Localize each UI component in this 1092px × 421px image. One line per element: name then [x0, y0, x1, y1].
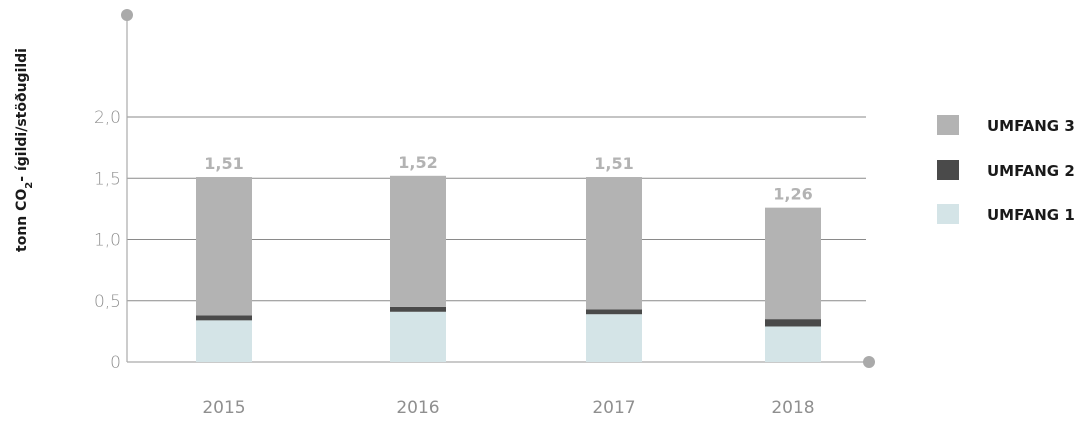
- bar-segment-umfang-1: [586, 314, 642, 362]
- x-tick-label: 2017: [592, 398, 635, 418]
- y-axis-end-dot: [121, 9, 133, 21]
- y-axis-label: tonn CO2- ígildi/stöðugildi: [14, 48, 35, 252]
- bars: [196, 175, 821, 362]
- bar-segment-umfang-2: [390, 306, 446, 312]
- y-tick-label: 2,0: [94, 108, 121, 128]
- legend-swatch: [937, 160, 959, 180]
- x-tick-label: 2015: [202, 398, 245, 418]
- x-tick-label: 2016: [396, 398, 439, 418]
- legend-label: UMFANG 1: [987, 206, 1075, 224]
- bar-segment-umfang-2: [586, 309, 642, 315]
- bar-total-label: 1,51: [594, 154, 633, 173]
- x-tick-label: 2018: [771, 398, 814, 418]
- legend-swatch: [937, 204, 959, 224]
- bar-segment-umfang-1: [196, 320, 252, 362]
- bar-segment-umfang-1: [765, 326, 821, 362]
- bar-segment-umfang-3: [390, 175, 446, 307]
- bar-segment-umfang-3: [765, 207, 821, 320]
- y-tick-label: 0: [110, 353, 121, 373]
- bar-total-label: 1,52: [398, 153, 437, 172]
- legend-label: UMFANG 3: [987, 117, 1075, 135]
- legend: UMFANG 3 UMFANG 2 UMFANG 1: [937, 115, 1075, 224]
- y-tick-label: 1,5: [94, 169, 121, 189]
- y-tick-label: 0,5: [94, 292, 121, 312]
- x-axis-end-dot: [863, 356, 875, 368]
- y-tick-label: 1,0: [94, 231, 121, 251]
- bar-segment-umfang-3: [586, 177, 642, 310]
- bar-segment-umfang-2: [196, 315, 252, 321]
- bar-segment-umfang-1: [390, 311, 446, 362]
- bar-total-label: 1,26: [773, 185, 812, 204]
- bar-total-label: 1,51: [204, 154, 243, 173]
- bar-segment-umfang-2: [765, 319, 821, 327]
- legend-label: UMFANG 2: [987, 162, 1075, 180]
- labels: 0 0,5 1,0 1,5 2,0 1,51 2015 1,52 2016 1,51 2017 1,2…: [94, 108, 815, 418]
- bar-segment-umfang-3: [196, 177, 252, 316]
- legend-swatch: [937, 115, 959, 135]
